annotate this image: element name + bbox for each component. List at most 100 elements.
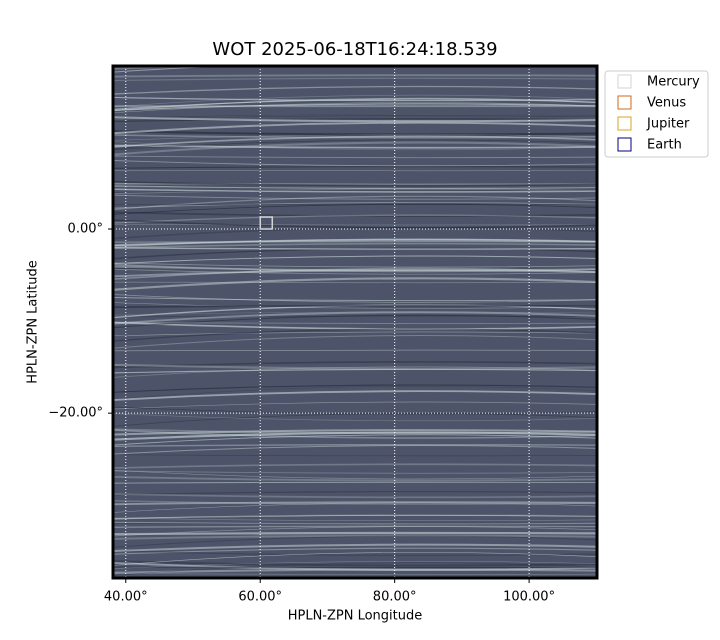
streak bbox=[113, 331, 597, 337]
streak bbox=[113, 194, 597, 200]
streak bbox=[113, 566, 597, 568]
streak bbox=[113, 525, 597, 528]
streak bbox=[113, 413, 597, 422]
streak bbox=[113, 531, 597, 536]
legend-label: Mercury bbox=[647, 75, 700, 90]
streak bbox=[113, 517, 597, 522]
streak bbox=[113, 239, 597, 246]
streak bbox=[113, 401, 597, 410]
streak bbox=[113, 263, 597, 273]
streak bbox=[113, 429, 597, 436]
streak bbox=[113, 77, 597, 82]
streak bbox=[113, 189, 597, 193]
streak bbox=[113, 265, 597, 272]
y-tick-label: 0.00° bbox=[68, 221, 103, 236]
streak bbox=[113, 141, 597, 156]
streak bbox=[113, 134, 597, 141]
streak bbox=[113, 322, 597, 324]
streak bbox=[113, 406, 597, 415]
streak bbox=[113, 368, 597, 374]
legend-swatch bbox=[617, 116, 632, 131]
y-tick-label: −20.00° bbox=[48, 406, 103, 421]
streak bbox=[113, 543, 597, 553]
streak bbox=[113, 281, 597, 284]
streak bbox=[113, 183, 597, 186]
streak bbox=[113, 188, 597, 195]
streak bbox=[113, 428, 597, 434]
streak bbox=[113, 502, 597, 513]
streak bbox=[113, 96, 597, 102]
streak bbox=[113, 238, 597, 248]
streak bbox=[113, 134, 597, 139]
streak bbox=[113, 266, 597, 271]
streak bbox=[113, 219, 597, 229]
x-tick-label: 60.00° bbox=[238, 590, 282, 605]
streak bbox=[113, 470, 597, 480]
streak bbox=[113, 361, 597, 369]
streak bbox=[113, 390, 597, 402]
streak bbox=[113, 255, 597, 265]
streak bbox=[113, 74, 597, 78]
streak bbox=[113, 328, 597, 342]
streak bbox=[113, 493, 597, 499]
streak bbox=[113, 349, 597, 352]
streak bbox=[113, 470, 597, 474]
streak bbox=[113, 514, 597, 521]
streak bbox=[113, 186, 597, 189]
streak bbox=[113, 560, 597, 567]
streak bbox=[113, 129, 597, 136]
streak bbox=[113, 134, 597, 150]
streak bbox=[113, 166, 597, 169]
streak bbox=[113, 238, 597, 247]
streak bbox=[113, 500, 597, 505]
legend-label: Earth bbox=[647, 138, 682, 153]
streak bbox=[113, 434, 597, 446]
streak bbox=[113, 521, 597, 525]
streak bbox=[113, 247, 597, 250]
legend-label: Jupiter bbox=[646, 117, 690, 132]
streak bbox=[113, 268, 597, 275]
streak bbox=[113, 277, 597, 291]
legend-swatch bbox=[617, 74, 632, 89]
streak bbox=[113, 294, 597, 303]
streak bbox=[113, 188, 597, 193]
x-axis-label: HPLN-ZPN Longitude bbox=[288, 609, 423, 624]
streak bbox=[113, 144, 597, 149]
streak bbox=[113, 454, 597, 457]
streak bbox=[113, 572, 597, 575]
streak bbox=[113, 534, 597, 540]
streak bbox=[113, 114, 597, 120]
streak bbox=[113, 445, 597, 455]
streak bbox=[113, 118, 597, 123]
streak bbox=[113, 85, 597, 95]
streak bbox=[113, 170, 597, 172]
streak bbox=[113, 304, 597, 308]
streak bbox=[113, 141, 597, 151]
plot-layer bbox=[113, 66, 597, 578]
streak bbox=[113, 267, 597, 280]
streak bbox=[113, 135, 597, 148]
chart-title: WOT 2025-06-18T16:24:18.539 bbox=[212, 39, 497, 60]
streak bbox=[113, 116, 597, 123]
streak bbox=[113, 269, 597, 278]
streak bbox=[113, 363, 597, 370]
streak bbox=[113, 121, 597, 135]
streak bbox=[113, 135, 597, 148]
streak bbox=[113, 139, 597, 151]
streak bbox=[113, 160, 597, 167]
streak bbox=[113, 568, 597, 574]
streak bbox=[113, 490, 597, 496]
streak bbox=[113, 98, 597, 110]
streak bbox=[113, 297, 597, 302]
streak bbox=[113, 384, 597, 393]
streak bbox=[113, 526, 597, 537]
streak bbox=[113, 241, 597, 243]
legend-swatch bbox=[617, 137, 632, 152]
streak bbox=[113, 431, 597, 441]
streak bbox=[113, 195, 597, 211]
streak bbox=[113, 413, 597, 427]
streak bbox=[113, 226, 597, 240]
streak bbox=[113, 214, 597, 224]
streak bbox=[113, 103, 597, 111]
